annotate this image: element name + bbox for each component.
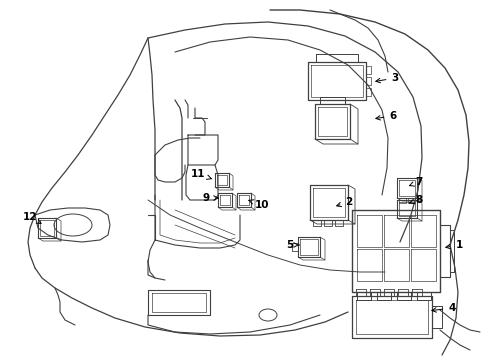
Text: 4: 4 — [431, 303, 455, 313]
Text: 12: 12 — [23, 212, 41, 224]
Text: 9: 9 — [202, 193, 218, 203]
Text: 11: 11 — [190, 169, 211, 179]
Text: 8: 8 — [409, 195, 422, 205]
Text: 5: 5 — [286, 240, 299, 250]
Text: 10: 10 — [248, 200, 269, 210]
Text: 3: 3 — [375, 73, 398, 83]
Text: 1: 1 — [445, 240, 462, 250]
Text: 6: 6 — [375, 111, 396, 121]
Text: 2: 2 — [336, 197, 352, 207]
Text: 7: 7 — [408, 177, 422, 187]
